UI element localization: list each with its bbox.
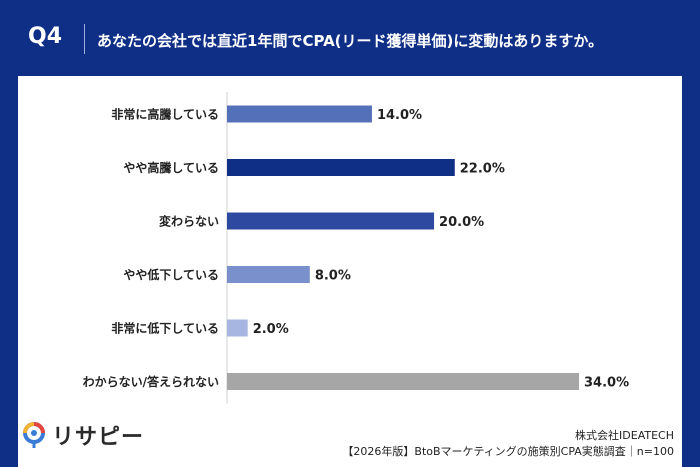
survey-source: 【2026年版】BtoBマーケティングの施策別CPA実態調査｜n=100	[342, 445, 674, 458]
value-label: 20.0%	[439, 215, 484, 230]
frame-right	[682, 76, 700, 467]
bar	[227, 373, 579, 390]
bar	[227, 212, 435, 230]
question-header: Q4 あなたの会社では直近1年間でCPA(リード獲得単価)に変動はありますか。	[0, 0, 700, 76]
bar	[227, 105, 372, 123]
logo-text: リサピー	[52, 425, 145, 450]
brand-logo: リサピー	[20, 420, 144, 450]
value-label: 22.0%	[460, 162, 505, 177]
category-label: やや高騰している	[123, 160, 219, 175]
value-label: 34.0%	[584, 376, 629, 391]
category-label: 非常に低下している	[111, 321, 219, 336]
category-label: やや低下している	[123, 267, 219, 282]
logo-pin-icon	[23, 422, 45, 448]
chart-card: 非常に高騰している 14.0% やや高騰している 22.0% 変わらない 20.0% やや低…	[18, 76, 682, 467]
bar	[227, 266, 310, 283]
frame-left	[0, 76, 18, 467]
bar	[227, 319, 248, 337]
header-divider	[84, 24, 85, 54]
value-label: 14.0%	[377, 108, 422, 123]
company-name: 株式会社IDEATECH	[575, 429, 674, 442]
question-text: あなたの会社では直近1年間でCPA(リード獲得単価)に変動はありますか。	[97, 32, 604, 50]
value-label: 8.0%	[315, 269, 351, 284]
category-label: 変わらない	[159, 214, 219, 229]
bar-chart: 非常に高騰している 14.0% やや高騰している 22.0% 変わらない 20.0% やや低…	[83, 92, 629, 404]
value-label: 2.0%	[253, 322, 289, 337]
category-label: 非常に高騰している	[111, 107, 219, 122]
bar	[227, 159, 455, 176]
question-number: Q4	[28, 24, 63, 49]
category-label: わからない/答えられない	[83, 374, 219, 389]
